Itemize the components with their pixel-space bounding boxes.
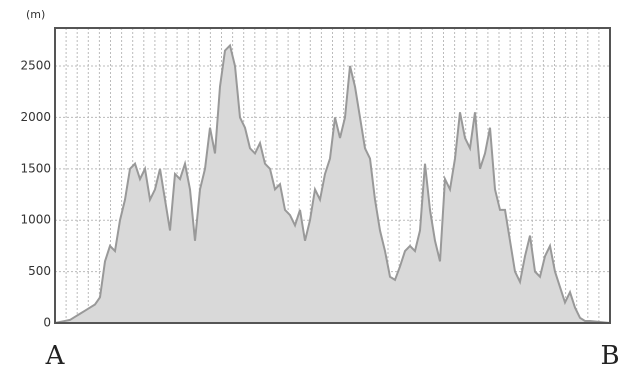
- area: [55, 45, 610, 323]
- y-tick-label: 2000: [20, 110, 51, 124]
- end-label: B: [600, 341, 619, 371]
- plot-border: [54, 27, 611, 324]
- y-tick-label: 1000: [20, 213, 51, 227]
- y-tick-label: 1500: [20, 161, 51, 175]
- y-unit: (m): [26, 8, 45, 21]
- y-tick-label: 0: [43, 316, 51, 330]
- y-tick-label: 500: [28, 264, 51, 278]
- start-label: A: [45, 341, 66, 371]
- line: [54, 43, 611, 324]
- y-tick-label: 2500: [20, 59, 51, 73]
